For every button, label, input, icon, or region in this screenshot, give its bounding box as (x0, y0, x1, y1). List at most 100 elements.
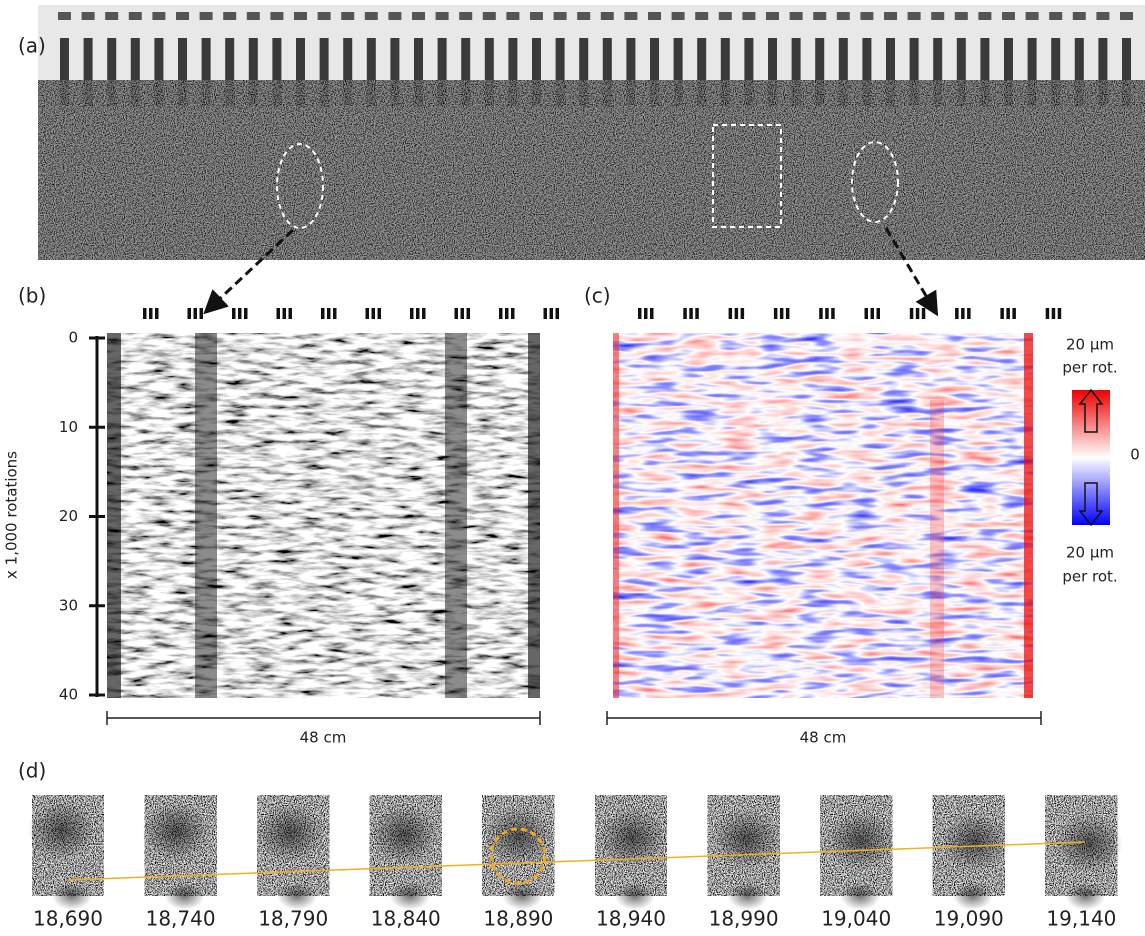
marker (321, 308, 325, 319)
shade (1024, 333, 1033, 698)
comb-cap (82, 12, 95, 20)
comb-cap (129, 12, 142, 20)
y-tick-label: 40 (59, 686, 78, 704)
comb-cap (601, 12, 614, 20)
comb-cap (1096, 12, 1109, 20)
marker (910, 308, 914, 319)
comb-cap (176, 12, 189, 20)
comb-cap (365, 12, 378, 20)
comb-cap (672, 12, 685, 20)
panel-label: (d) (18, 759, 46, 783)
marker (877, 308, 881, 319)
y-tick-label: 20 (59, 507, 78, 525)
frame-label: 18,840 (371, 907, 441, 931)
marker (689, 308, 693, 319)
comb-cap (577, 12, 590, 20)
comb-cap (270, 12, 283, 20)
marker (149, 308, 153, 319)
marker (1012, 308, 1016, 319)
comb-cap (908, 12, 921, 20)
position-markers (143, 308, 559, 319)
colorbar-label: 20 µm (1066, 544, 1114, 562)
marker (825, 308, 829, 319)
frame-shade (713, 809, 781, 869)
colorbar-label: per rot. (1062, 359, 1117, 377)
marker (780, 308, 784, 319)
comb-cap (58, 12, 71, 20)
comb-cap (483, 12, 496, 20)
marker (644, 308, 648, 319)
comb-cap (1049, 12, 1062, 20)
comb-cap (1120, 12, 1133, 20)
marker (1058, 308, 1062, 319)
comb-cap (790, 12, 803, 20)
y-axis-label: x 1,000 rotations (3, 451, 21, 579)
marker (283, 308, 287, 319)
y-tick-label: 30 (59, 596, 78, 614)
shade (195, 333, 217, 698)
frame-shade (256, 803, 324, 863)
marker (143, 308, 147, 319)
colorbar-label: 20 µm (1066, 336, 1114, 354)
comb-cap (294, 12, 307, 20)
spacetime-image (107, 333, 540, 698)
marker (683, 308, 687, 319)
y-tick-label: 0 (68, 329, 78, 347)
marker (244, 308, 248, 319)
comb-cap (719, 12, 732, 20)
scale-label: 48 cm (800, 729, 847, 747)
frame-shade (370, 805, 438, 865)
marker (961, 308, 965, 319)
comb-cap (554, 12, 567, 20)
velocity-map (613, 333, 1033, 698)
frame-shade (827, 811, 895, 871)
marker (422, 308, 426, 319)
scale-bar (607, 711, 1041, 725)
marker (511, 308, 515, 319)
frame-label: 19,040 (821, 907, 891, 931)
frame-label: 18,740 (146, 907, 216, 931)
scale-label: 48 cm (300, 729, 347, 747)
comb-cap (200, 12, 213, 20)
frame-shade (142, 802, 210, 862)
y-tick-label: 10 (59, 418, 78, 436)
track-line (68, 842, 1085, 880)
marker (638, 308, 642, 319)
marker (194, 308, 198, 319)
frame-label: 19,140 (1046, 907, 1116, 931)
frame-label: 18,890 (483, 907, 553, 931)
marker (1052, 308, 1056, 319)
frame-shade (484, 806, 552, 866)
comb-cap (318, 12, 331, 20)
shade (930, 400, 944, 698)
frame-label: 18,940 (596, 907, 666, 931)
panel-label: (b) (18, 284, 46, 308)
colorbar-label: per rot. (1062, 568, 1117, 586)
comb-cap (459, 12, 472, 20)
marker (461, 308, 465, 319)
frame-label: 18,790 (258, 907, 328, 931)
comb-cap (884, 12, 897, 20)
frame-label: 18,990 (709, 907, 779, 931)
marker (200, 308, 204, 319)
marker (232, 308, 236, 319)
marker (188, 308, 192, 319)
colorbar (1072, 390, 1110, 525)
frame-label: 19,090 (934, 907, 1004, 931)
panel-a: (a) (18, 5, 1145, 306)
marker (333, 308, 337, 319)
comb-cap (506, 12, 519, 20)
marker (544, 308, 548, 319)
marker (366, 308, 370, 319)
marker (455, 308, 459, 319)
scale-bar (107, 711, 540, 725)
marker (865, 308, 869, 319)
comb-cap (648, 12, 661, 20)
marker (1046, 308, 1050, 319)
marker (729, 308, 733, 319)
marker (238, 308, 242, 319)
marker (378, 308, 382, 319)
comb-cap (1002, 12, 1015, 20)
marker (735, 308, 739, 319)
